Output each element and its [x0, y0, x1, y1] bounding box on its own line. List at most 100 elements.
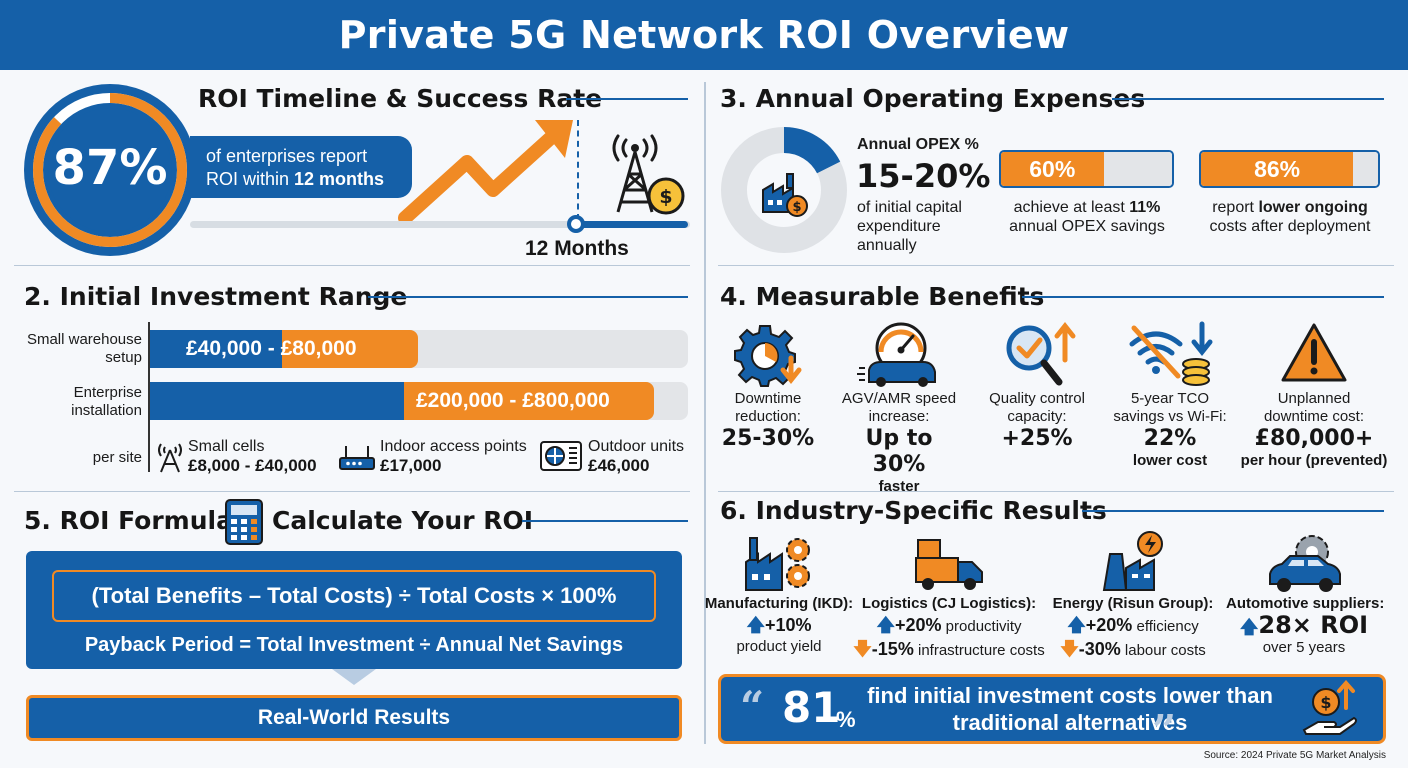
industry-energy: Energy (Risun Group): 🡅+20% efficiency 🡇… [1048, 530, 1218, 662]
section4-title-rule [1022, 296, 1384, 298]
benefit-cost-label1: Unplanned [1277, 390, 1351, 407]
hand-dollar-icon: $ [1302, 680, 1357, 735]
indoor-ap-price: £17,000 [380, 456, 442, 475]
quote-banner [718, 674, 1386, 744]
opex-savings-bar-rest [1103, 152, 1172, 186]
magnifier-check-icon [1006, 321, 1076, 386]
pill-line2-prefix: ROI within [206, 169, 295, 189]
opex-savings-bar: 60% [999, 150, 1174, 188]
section6-title: 6. Industry-Specific Results [720, 496, 1107, 525]
industry-manufacturing-name: Manufacturing (IKD): [704, 595, 854, 612]
router-icon [339, 446, 375, 470]
calculator-icon [225, 499, 263, 545]
tower-coins-icon: $ [612, 134, 685, 215]
cap1-pre: report [1212, 199, 1259, 216]
energy-val1: +20% [1085, 615, 1133, 635]
benefit-tco-sub: lower cost [1132, 452, 1208, 469]
benefit-agv-label2: increase: [868, 408, 930, 425]
section5-title-rule [522, 520, 688, 522]
logistics-val1: +20% [894, 615, 942, 635]
section3-title: 3. Annual Operating Expenses [720, 84, 1146, 113]
power-plant-icon [1102, 531, 1163, 591]
indoor-ap-name: Indoor access points [380, 438, 527, 455]
divider-2 [14, 491, 690, 492]
arrow-up-icon: 🡅 [876, 615, 895, 635]
section5-title-right: Calculate Your ROI [272, 506, 534, 535]
benefit-agv-value: Up to 30% [865, 426, 933, 477]
section6-title-rule [1082, 510, 1384, 512]
benefit-agv-label1: AGV/AMR speed [841, 390, 957, 407]
small-range-sep: - [261, 337, 281, 360]
divider-1 [14, 265, 690, 266]
divider-3 [718, 265, 1394, 266]
cell-tower-icon [158, 443, 182, 473]
benefit-downtime-label1: Downtime [734, 390, 802, 407]
benefit-agv-speed: AGV/AMR speed increase: Up to 30% faster [836, 320, 962, 496]
pill-line2: ROI within 12 months [206, 168, 412, 191]
section5-title-left: 5. ROI Formula: [24, 506, 243, 535]
source-note: Source: 2024 Private 5G Market Analysis [1203, 750, 1386, 761]
cap0-bold: 11% [1129, 199, 1161, 216]
arrow-up-icon: 🡅 [746, 615, 765, 635]
benefit-downtime-value: 25-30% [721, 426, 815, 451]
section2-title: 2. Initial Investment Range [24, 282, 408, 311]
industry-energy-name: Energy (Risun Group): [1052, 595, 1214, 612]
pill-line2-bold: 12 months [294, 169, 385, 189]
timeline-track-fill [576, 221, 688, 228]
success-rate-pill: of enterprises report ROI within 12 mont… [190, 136, 412, 198]
industry-manufacturing-line1: 🡅+10% [704, 614, 854, 638]
outdoor-unit-icon [540, 441, 582, 471]
cap0-post: annual OPEX savings [1009, 218, 1165, 235]
section1-title: ROI Timeline & Success Rate [198, 84, 603, 113]
industry-manufacturing: Manufacturing (IKD): 🡅+10% product yield [704, 530, 854, 656]
arrow-up-icon: 🡅 [1067, 615, 1086, 635]
bar-range-small-low [150, 330, 282, 368]
small-cells-price: £8,000 - £40,000 [188, 456, 317, 475]
site-item-outdoor: Outdoor units £46,000 [588, 437, 684, 476]
arrow-down-icon: 🡇 [853, 639, 872, 659]
truck-icon [915, 539, 983, 590]
warning-icon [1281, 323, 1347, 382]
opex-donut [721, 127, 847, 253]
opex-label: Annual OPEX % [857, 136, 979, 153]
logistics-txt2: infrastructure costs [913, 642, 1045, 659]
timeline-track [190, 221, 690, 228]
gear-down-icon [734, 325, 802, 387]
logistics-line2: 🡇-15% infrastructure costs [846, 638, 1052, 662]
arrow-down-icon: 🡇 [1060, 639, 1079, 659]
bar-range-enterprise-low [150, 382, 404, 420]
benefit-downtime-label2: reduction: [735, 408, 801, 425]
benefit-quality-label2: capacity: [1007, 408, 1067, 425]
opex-savings-caption: achieve at least 11% annual OPEX savings [992, 198, 1182, 236]
benefit-tco-value: 22% [1143, 426, 1197, 451]
success-rate-value: 87% [52, 140, 168, 196]
industry-automotive: Automotive suppliers: 🡅28× ROI over 5 ye… [1226, 530, 1384, 656]
logistics-val2: -15% [871, 639, 914, 659]
quote-percent: % [836, 707, 856, 732]
energy-val2: -30% [1078, 639, 1121, 659]
pill-line1: of enterprises report [206, 146, 368, 166]
benefit-quality-label1: Quality control [989, 390, 1085, 407]
outdoor-name: Outdoor units [588, 438, 685, 455]
timeline-marker-line [577, 120, 579, 220]
page-title: Private 5G Network ROI Overview [338, 13, 1070, 57]
factory-dollar-icon: $ [762, 173, 808, 217]
small-range-high: £80,000 [280, 337, 357, 360]
logistics-line1: 🡅+20% productivity [846, 614, 1052, 638]
section2-title-rule [368, 296, 688, 298]
open-quote-icon: “ [740, 682, 765, 731]
divider-4 [718, 491, 1394, 492]
site-item-small-cells: Small cells £8,000 - £40,000 [188, 437, 317, 476]
lower-costs-caption: report lower ongoing costs after deploym… [1192, 198, 1388, 236]
wifi-coins-icon [1129, 321, 1213, 386]
benefit-tco: 5-year TCO savings vs Wi-Fi: 22% lower c… [1106, 320, 1234, 470]
lower-costs-bar-fill: 86% [1201, 152, 1354, 186]
lower-costs-bar: 86% [1199, 150, 1380, 188]
cap1-bold: lower ongoing [1258, 199, 1368, 216]
benefit-quality-value: +25% [1001, 426, 1073, 451]
roi-formula: (Total Benefits – Total Costs) ÷ Total C… [52, 570, 656, 622]
arrow-down-icon [332, 669, 376, 685]
automotive-value: 28× ROI [1258, 611, 1369, 639]
benefit-tco-label1: 5-year TCO [1130, 390, 1210, 407]
small-range-low: £40,000 [186, 337, 262, 360]
